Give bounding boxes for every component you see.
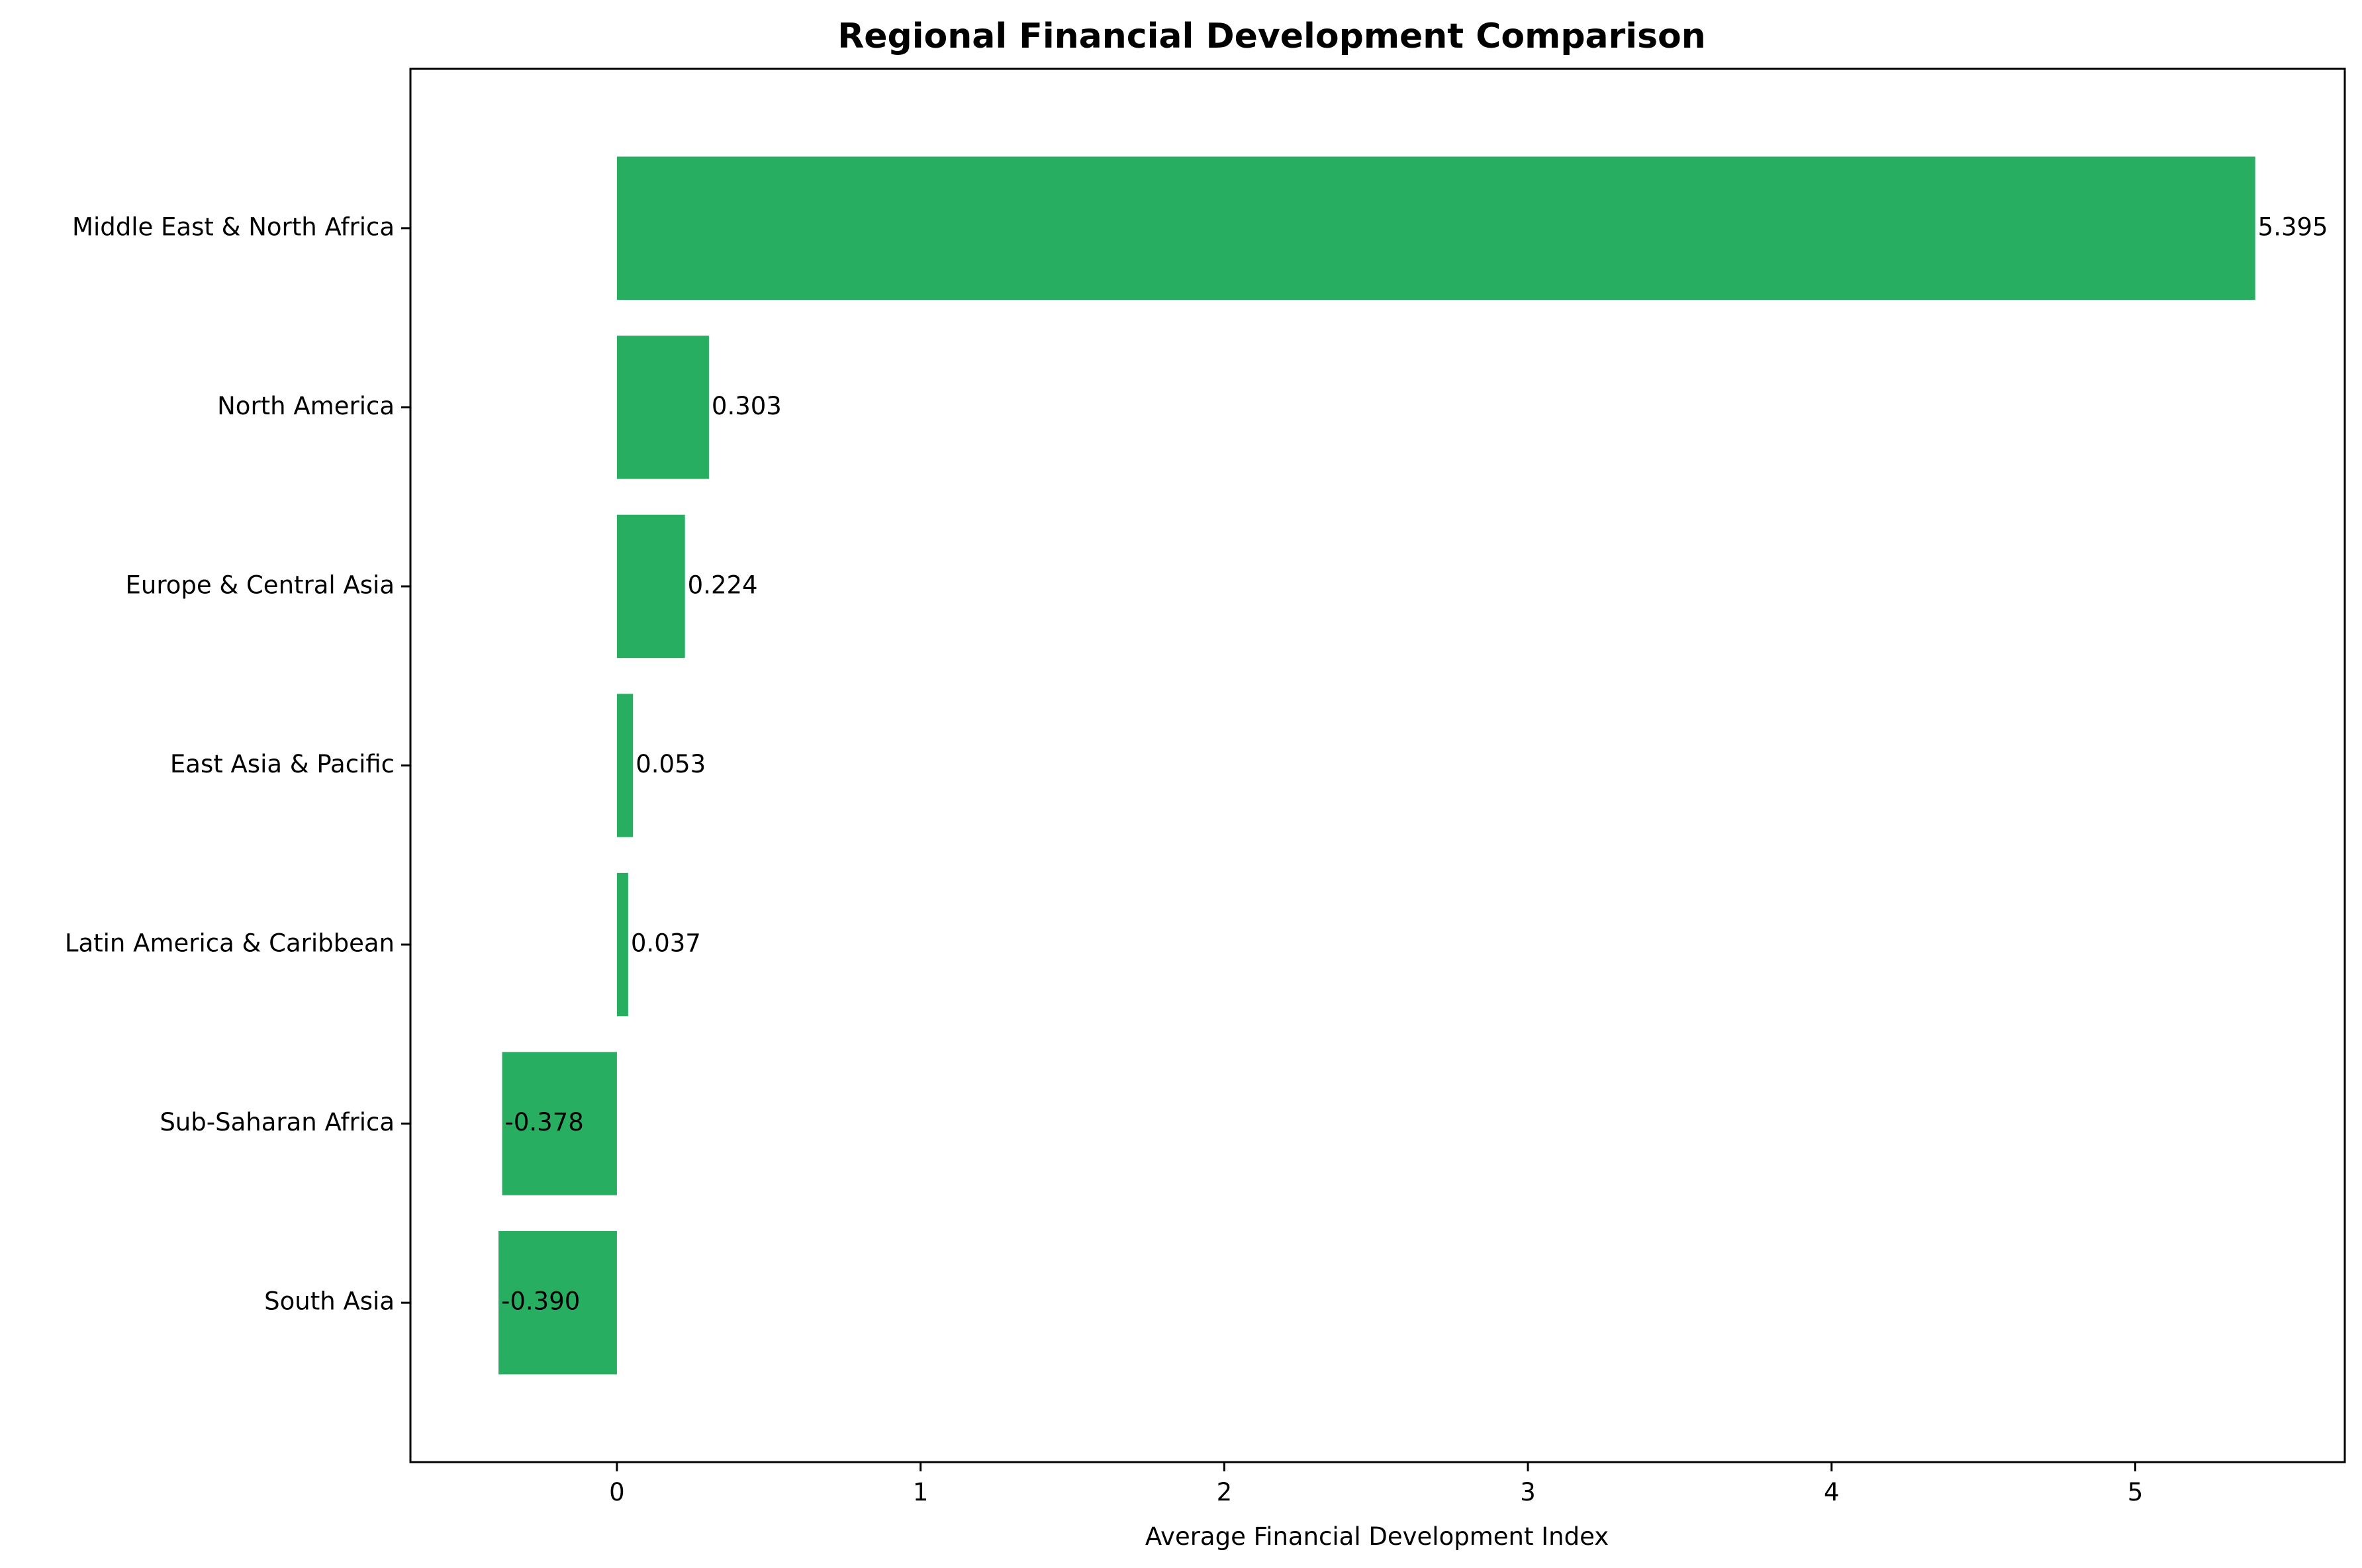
x-tick-label: 3 bbox=[1520, 1478, 1536, 1506]
bar-data-label: -0.390 bbox=[501, 1287, 580, 1316]
y-tick-label: Middle East & North Africa bbox=[72, 212, 395, 241]
x-axis-label: Average Financial Development Index bbox=[1145, 1522, 1609, 1551]
x-axis: 0 1 2 3 4 5 bbox=[609, 1462, 2143, 1506]
x-tick-label: 4 bbox=[1824, 1478, 1840, 1506]
bar bbox=[616, 336, 709, 479]
bar-data-label: 5.395 bbox=[2258, 212, 2328, 241]
x-tick-label: 2 bbox=[1217, 1478, 1233, 1506]
y-tick-label: Europe & Central Asia bbox=[125, 571, 395, 599]
bar-data-label: 0.053 bbox=[636, 750, 706, 778]
bar bbox=[498, 1230, 617, 1375]
y-axis: Middle East & North Africa North America E… bbox=[65, 212, 410, 1316]
chart-title: Regional Financial Development Compariso… bbox=[837, 17, 1706, 56]
data-labels-group: 5.395 0.303 0.224 0.053 0.037 -0.378 -0.390 bbox=[501, 212, 2328, 1315]
y-tick-label: South Asia bbox=[264, 1287, 395, 1316]
y-tick-label: North America bbox=[217, 392, 395, 420]
x-tick-label: 0 bbox=[609, 1478, 625, 1506]
bar bbox=[616, 872, 628, 1017]
bar bbox=[616, 514, 685, 659]
bar bbox=[616, 156, 2255, 300]
bars-group bbox=[498, 156, 2255, 1375]
x-tick-label: 1 bbox=[913, 1478, 929, 1506]
bar-data-label: -0.378 bbox=[505, 1108, 584, 1136]
y-tick-label: Latin America & Caribbean bbox=[65, 929, 395, 958]
bar-data-label: 0.303 bbox=[712, 392, 782, 420]
y-tick-label: Sub-Saharan Africa bbox=[160, 1108, 395, 1136]
bar bbox=[502, 1052, 617, 1195]
y-tick-label: East Asia & Pacific bbox=[170, 750, 395, 778]
bar-data-label: 0.037 bbox=[631, 929, 701, 958]
bar-data-label: 0.224 bbox=[688, 571, 758, 599]
x-tick-label: 5 bbox=[2128, 1478, 2144, 1506]
bar bbox=[616, 694, 634, 837]
